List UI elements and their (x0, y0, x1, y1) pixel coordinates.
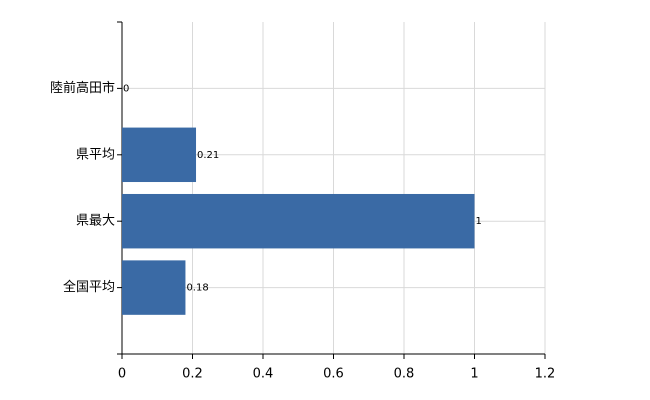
x-tick-label: 0.2 (182, 367, 203, 382)
x-tick-label: 0.6 (323, 367, 344, 382)
x-tick-label: 1.2 (535, 367, 556, 382)
y-tick-label: 県最大 (76, 214, 115, 229)
x-tick-label: 0.8 (394, 367, 415, 382)
value-label: 0.18 (186, 283, 208, 294)
value-label: 1 (476, 216, 482, 227)
value-label: 0 (123, 83, 129, 94)
y-tick-label: 全国平均 (63, 279, 115, 295)
bar (122, 260, 186, 315)
x-tick-label: 0.4 (253, 367, 274, 382)
bar (122, 127, 197, 183)
x-tick-label: 0 (118, 367, 126, 382)
y-tick-label: 陸前高田市 (50, 80, 115, 96)
bar (122, 193, 475, 249)
y-tick-label: 県平均 (76, 147, 115, 162)
value-label: 0.21 (197, 150, 219, 161)
x-tick-label: 1 (470, 367, 478, 382)
